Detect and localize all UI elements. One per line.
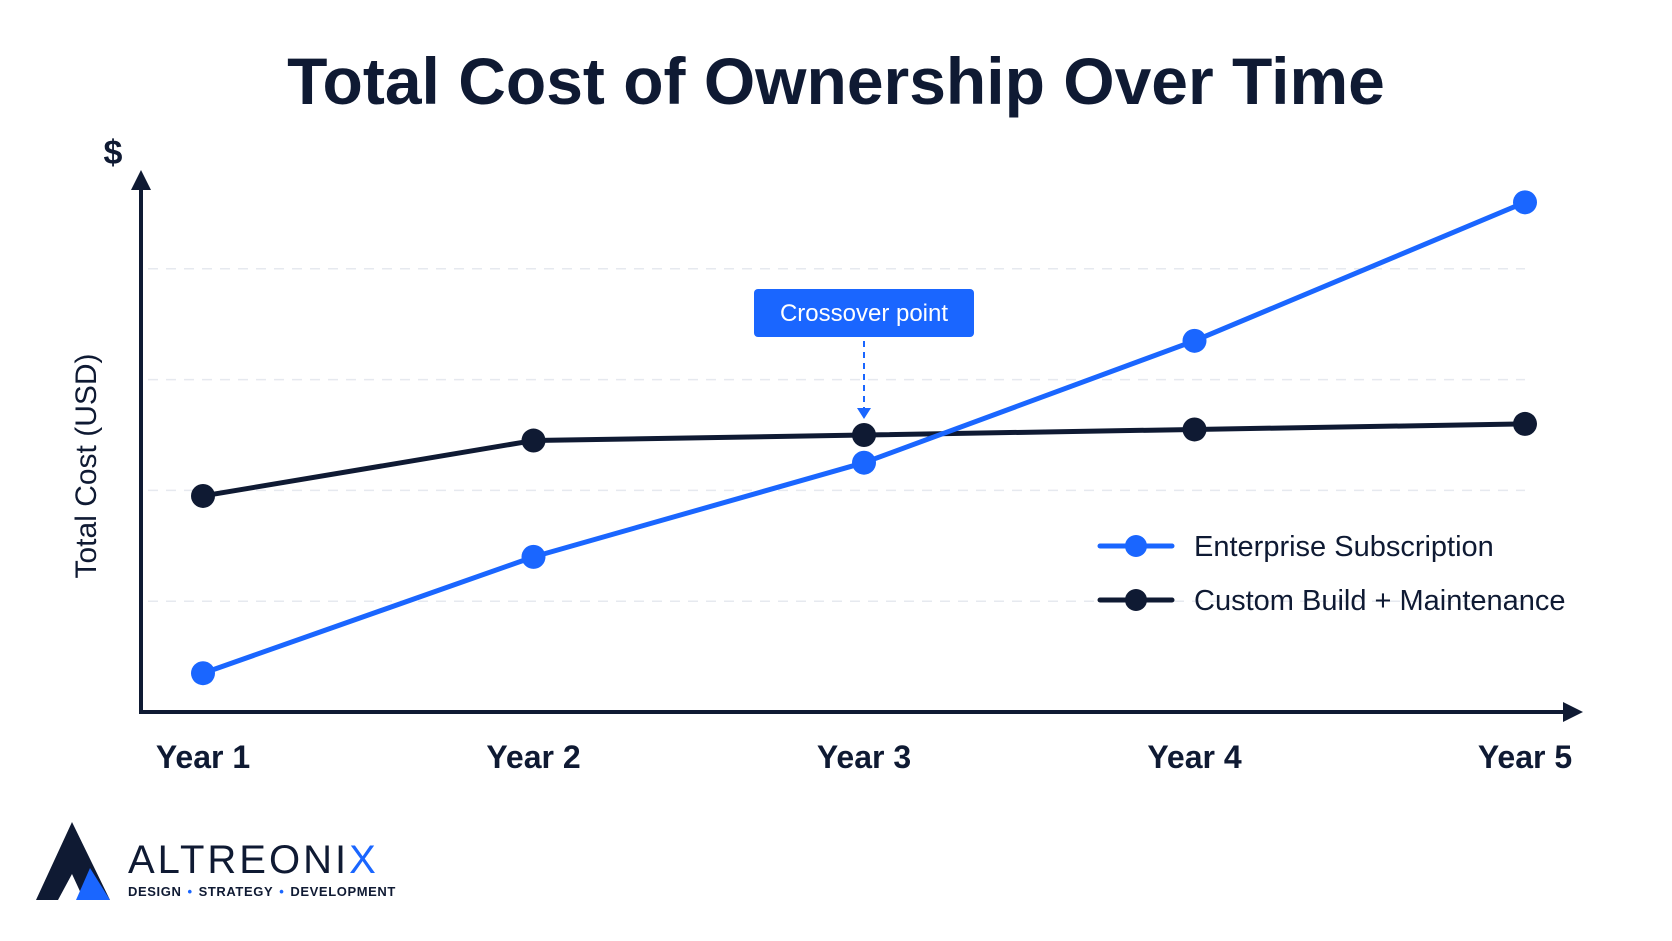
y-axis-title: Total Cost (USD) bbox=[70, 353, 103, 578]
legend: Enterprise Subscription Custom Build + Ma… bbox=[1097, 531, 1566, 617]
data-point bbox=[852, 423, 876, 447]
legend-label: Custom Build + Maintenance bbox=[1194, 585, 1566, 617]
chart-title: Total Cost of Ownership Over Time bbox=[287, 44, 1385, 118]
tagline-part-2: STRATEGY bbox=[199, 884, 274, 899]
data-point bbox=[1182, 328, 1207, 353]
x-tick-labels: Year 1 Year 2 Year 3 Year 4 Year 5 bbox=[156, 739, 1572, 775]
brand-name: ALTREONIX bbox=[128, 838, 379, 882]
legend-label: Enterprise Subscription bbox=[1194, 531, 1494, 563]
x-tick-label: Year 2 bbox=[486, 739, 580, 775]
series-1 bbox=[191, 190, 1537, 686]
series-2 bbox=[191, 411, 1537, 508]
data-point bbox=[852, 450, 876, 475]
x-tick-label: Year 1 bbox=[156, 739, 250, 775]
x-tick-label: Year 5 bbox=[1478, 739, 1572, 775]
data-point bbox=[521, 428, 546, 453]
series-layer bbox=[191, 190, 1537, 686]
y-unit-label: $ bbox=[104, 134, 123, 172]
brand-name-main: ALTREONI bbox=[128, 838, 349, 882]
annotation-arrowhead bbox=[857, 408, 871, 419]
brand-tagline: DESIGN • STRATEGY • DEVELOPMENT bbox=[128, 884, 396, 899]
brand-logo: ALTREONIX DESIGN • STRATEGY • DEVELOPMENT bbox=[36, 822, 396, 900]
data-point bbox=[1182, 417, 1207, 442]
x-axis-arrow bbox=[1563, 702, 1583, 722]
tagline-separator-1: • bbox=[187, 884, 192, 899]
grid-lines bbox=[148, 268, 1525, 602]
annotation-label: Crossover point bbox=[780, 300, 948, 327]
data-point bbox=[521, 544, 546, 569]
crossover-annotation: Crossover point bbox=[754, 289, 974, 419]
tagline-part-3: DEVELOPMENT bbox=[290, 884, 396, 899]
tagline-part-1: DESIGN bbox=[128, 884, 181, 899]
data-point bbox=[191, 483, 215, 508]
tagline-separator-2: • bbox=[279, 884, 284, 899]
x-tick-label: Year 4 bbox=[1147, 739, 1242, 775]
legend-item: Enterprise Subscription bbox=[1097, 531, 1494, 563]
data-point bbox=[191, 661, 215, 686]
data-point bbox=[1513, 190, 1537, 215]
logo-mark-accent bbox=[76, 868, 110, 900]
legend-swatch-marker bbox=[1125, 589, 1147, 611]
annotation-box bbox=[754, 289, 974, 337]
legend-swatch-marker bbox=[1125, 535, 1147, 557]
brand-name-accent: X bbox=[349, 838, 379, 882]
legend-item: Custom Build + Maintenance bbox=[1097, 585, 1566, 617]
y-axis-arrow bbox=[131, 170, 151, 190]
x-tick-label: Year 3 bbox=[817, 739, 911, 775]
data-point bbox=[1513, 411, 1537, 436]
